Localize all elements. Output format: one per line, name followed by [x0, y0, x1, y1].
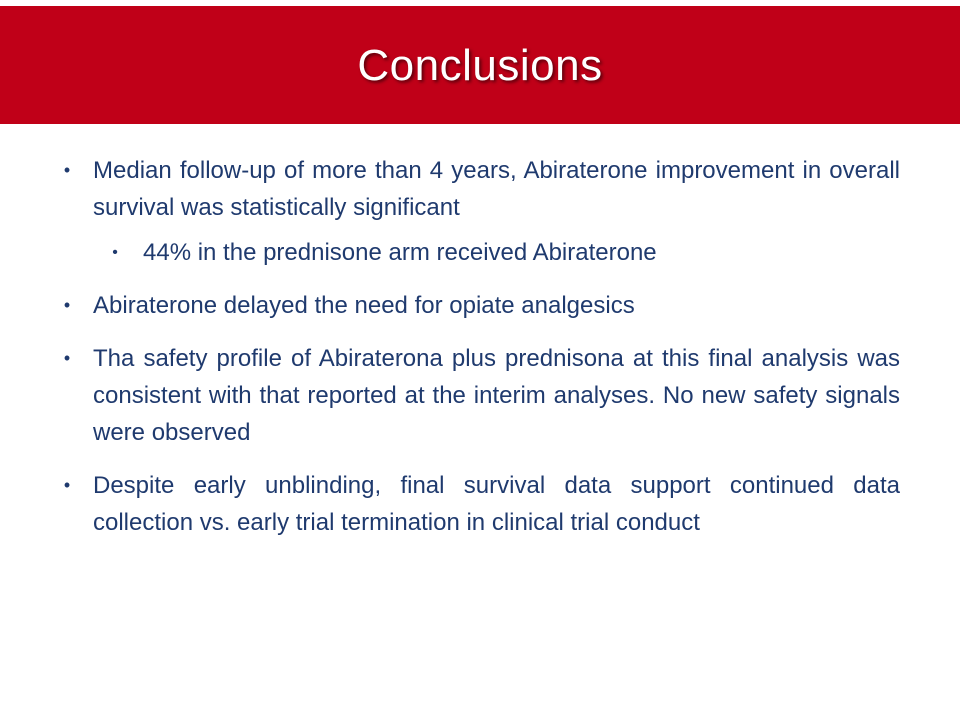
title-banner: Conclusions	[0, 6, 960, 124]
bullet-item: • Abiraterone delayed the need for opiat…	[60, 287, 900, 324]
bullet-text: Tha safety profile of Abiraterona plus p…	[93, 345, 900, 446]
slide-title: Conclusions	[357, 41, 603, 90]
bullet-dot-icon: •	[63, 348, 71, 368]
bullet-item: • Despite early unblinding, final surviv…	[60, 467, 900, 541]
sub-bullet-dot-icon: •	[112, 244, 118, 261]
bullet-item: • Median follow-up of more than 4 years,…	[60, 152, 900, 226]
sub-bullet-item: • 44% in the prednisone arm received Abi…	[60, 234, 900, 271]
bullet-text: Despite early unblinding, final survival…	[93, 472, 900, 536]
sub-bullet-text: 44% in the prednisone arm received Abira…	[143, 239, 657, 266]
bullet-dot-icon: •	[63, 475, 71, 495]
bullet-dot-icon: •	[63, 160, 71, 180]
bullet-text: Abiraterone delayed the need for opiate …	[93, 292, 635, 319]
bullet-dot-icon: •	[63, 295, 71, 315]
bullet-text: Median follow-up of more than 4 years, A…	[93, 157, 900, 221]
bullet-item: • Tha safety profile of Abiraterona plus…	[60, 340, 900, 451]
bullet-list: • Median follow-up of more than 4 years,…	[60, 152, 900, 541]
